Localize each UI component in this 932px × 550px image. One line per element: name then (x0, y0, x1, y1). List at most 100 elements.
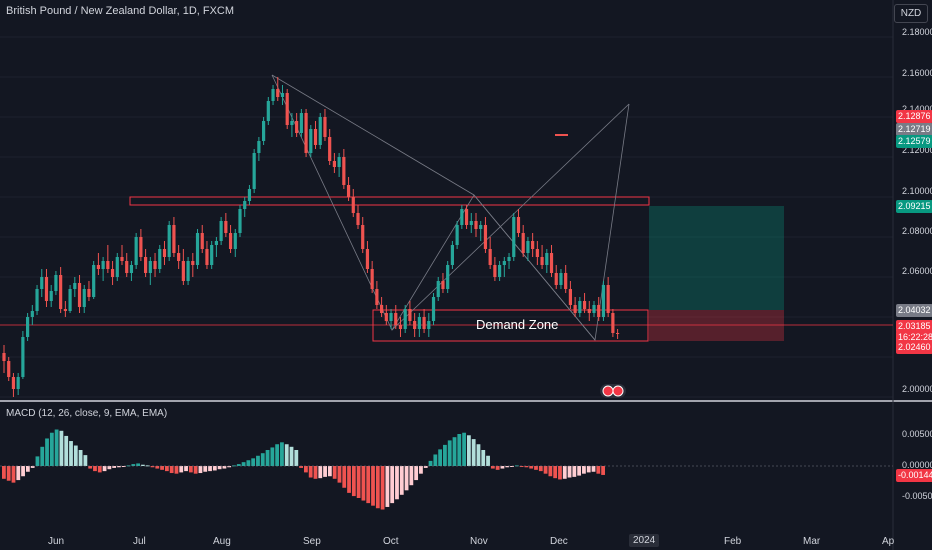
candle-body (228, 233, 233, 249)
candle-body (7, 361, 11, 377)
candle-body (77, 283, 82, 307)
macd-bar (586, 466, 591, 473)
macd-bar (131, 464, 136, 466)
macd-bar (49, 432, 54, 466)
price-tick: 2.06000 (902, 266, 932, 276)
macd-bar (136, 463, 141, 466)
time-label: Mar (803, 536, 821, 547)
macd-bar (16, 466, 21, 481)
candle-body (191, 261, 195, 265)
event-flag-icon[interactable] (612, 385, 624, 397)
time-label: Ap (882, 536, 895, 547)
macd-bar (141, 464, 145, 466)
macd-bar (423, 466, 428, 468)
macd-bar (217, 466, 222, 470)
candle-body (394, 313, 398, 325)
macd-bar (395, 466, 399, 500)
candle-body (545, 253, 549, 265)
candle-body (332, 161, 336, 167)
time-label: Sep (303, 536, 321, 547)
candle-body (200, 233, 204, 249)
demand-zone-label: Demand Zone (476, 317, 559, 332)
macd-bar (591, 466, 596, 472)
macd-bar (558, 466, 562, 480)
macd-bar (265, 450, 270, 466)
macd-bar (246, 460, 251, 466)
candle-body (611, 313, 615, 333)
candle-body (597, 305, 601, 317)
candle-body (224, 221, 228, 233)
candle-body (365, 249, 370, 269)
candle-body (361, 225, 365, 249)
time-label: Nov (470, 536, 488, 547)
candle-body (30, 311, 34, 317)
macd-bar (548, 466, 553, 477)
macd-title[interactable]: MACD (12, 26, close, 9, EMA, EMA) (6, 408, 168, 419)
macd-bar (97, 466, 102, 473)
candle-body (247, 189, 252, 201)
macd-bar (419, 466, 423, 474)
macd-bar (241, 462, 246, 466)
macd-bar (198, 466, 203, 474)
candle-body (82, 289, 86, 307)
candle-body (606, 285, 610, 313)
event-icons[interactable] (600, 384, 626, 398)
macd-bar (519, 466, 524, 467)
candle-body (446, 265, 450, 289)
entry-price-badge: 2.04032 (896, 304, 932, 317)
macd-bar (11, 466, 16, 483)
macd-bar (342, 466, 347, 488)
macd-bar (486, 455, 490, 466)
candle-body (601, 285, 606, 317)
resistance-zone (129, 196, 650, 206)
candle-body (153, 261, 157, 269)
candle-body (186, 261, 190, 281)
candle-body (276, 89, 280, 97)
candle-body (389, 313, 393, 321)
candle-body (210, 245, 214, 265)
price-badge-red: 2.12876 (896, 110, 932, 123)
candle-body (573, 305, 577, 313)
macd-bar (481, 450, 486, 466)
candle-body (535, 249, 539, 257)
macd-bar (299, 466, 303, 468)
candle-body (295, 121, 299, 133)
macd-bar (73, 445, 78, 466)
event-flag-icon[interactable] (602, 385, 614, 397)
candle-body (318, 117, 322, 145)
macd-bar (275, 444, 280, 466)
macd-bar (337, 466, 342, 483)
macd-bar (404, 466, 409, 491)
stop-price-badge: 2.02460 (896, 341, 932, 354)
candle-body (252, 153, 256, 189)
macd-bar (366, 466, 371, 504)
currency-button[interactable]: NZD (894, 4, 928, 23)
candle-body (49, 291, 53, 301)
candle-body (87, 289, 91, 297)
symbol-title[interactable]: British Pound / New Zealand Dollar, 1D, … (6, 5, 235, 17)
price-tick: 2.18000 (902, 27, 932, 37)
candle-body (431, 297, 436, 321)
candle-body (568, 289, 572, 305)
candle-body (266, 101, 270, 121)
macd-bar (577, 466, 582, 476)
candle-body (521, 233, 525, 253)
countdown-badge: 16:22:28 (896, 331, 932, 344)
candle-body (313, 129, 318, 145)
macd-bar (409, 466, 414, 486)
candle-body (375, 289, 379, 305)
macd-bar (428, 460, 433, 466)
candle-body (474, 221, 478, 229)
candle-body (309, 129, 313, 153)
macd-bar (289, 446, 294, 466)
candle-body (21, 337, 25, 377)
candle-body (68, 289, 72, 311)
candle-body (134, 237, 138, 265)
macd-bar (347, 466, 351, 493)
macd-bar (35, 456, 40, 466)
candle-body (290, 121, 294, 125)
macd-bar (145, 465, 150, 467)
macd-bar (543, 466, 548, 474)
macd-bar (538, 466, 543, 472)
